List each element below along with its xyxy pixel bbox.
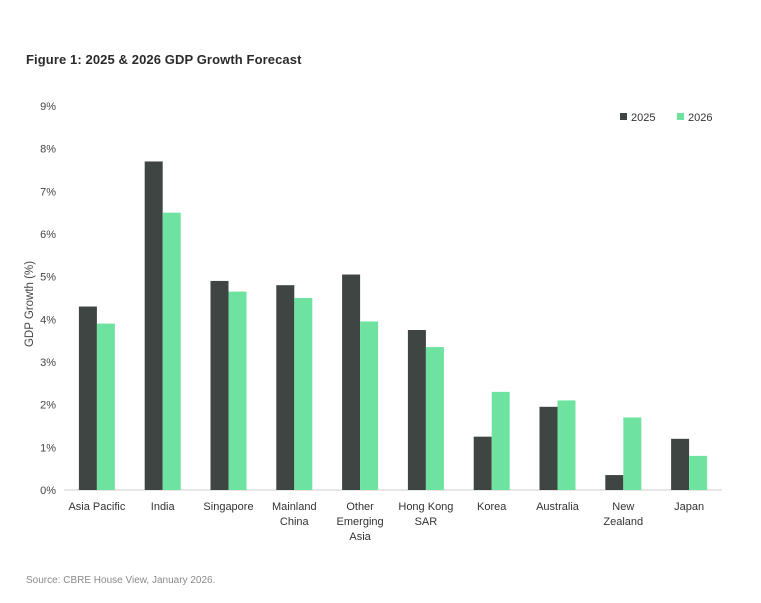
x-category-label: Mainland China (272, 501, 317, 528)
legend-swatch-2025 (620, 113, 627, 120)
y-tick-label: 3% (40, 357, 56, 369)
bar-2026 (623, 417, 642, 490)
x-category-label: Singapore (203, 501, 253, 513)
bar-2025 (605, 475, 624, 490)
bar-2025 (407, 330, 426, 490)
bar-2025 (539, 406, 558, 490)
y-tick-label: 5% (40, 272, 56, 284)
y-tick-label: 7% (40, 186, 56, 198)
x-category-label: New Zealand (603, 501, 643, 528)
legend-swatch-2026 (677, 113, 684, 120)
y-tick-label: 8% (40, 144, 56, 156)
bar-2026 (162, 212, 181, 490)
chart-title: Figure 1: 2025 & 2026 GDP Growth Forecas… (26, 52, 302, 67)
legend-label-2025: 2025 (631, 112, 655, 124)
bar-2026 (425, 347, 444, 490)
bar-2026 (491, 391, 510, 490)
x-category-label: Korea (477, 501, 507, 513)
bar-2025 (210, 280, 229, 490)
x-category-label: Asia Pacific (68, 501, 125, 513)
bar-2026 (689, 455, 708, 490)
x-category-label: Australia (536, 501, 580, 513)
bar-2026 (360, 321, 379, 490)
bar-2026 (96, 323, 115, 490)
bars (78, 161, 708, 490)
bar-2026 (557, 400, 576, 490)
y-tick-label: 2% (40, 400, 56, 412)
bar-2025 (473, 436, 492, 490)
bar-2026 (294, 298, 313, 490)
bar-2025 (78, 306, 97, 490)
y-tick-label: 9% (40, 101, 56, 113)
legend-label-2026: 2026 (688, 112, 712, 124)
y-axis-title: GDP Growth (%) (24, 261, 36, 347)
bar-2025 (276, 285, 295, 490)
bar-2026 (228, 291, 247, 490)
x-axis-labels: Asia Pacific India Singapore Mainland China O… (68, 501, 704, 543)
y-axis: 0% 1% 2% 3% 4% 5% 6% 7% 8% 9% (40, 101, 722, 497)
x-category-label: Hong Kong SAR (398, 501, 453, 528)
x-category-label: India (151, 501, 176, 513)
bar-2025 (342, 274, 361, 490)
y-tick-label: 4% (40, 314, 56, 326)
y-tick-label: 0% (40, 485, 56, 497)
y-tick-label: 6% (40, 229, 56, 241)
bar-2025 (144, 161, 163, 490)
source-note: Source: CBRE House View, January 2026. (26, 575, 216, 586)
bar-2025 (671, 438, 690, 490)
y-tick-label: 1% (40, 442, 56, 454)
legend: 2025 2026 (620, 112, 712, 124)
x-category-label: Japan (674, 501, 704, 513)
x-category-label: Other Emerging Asia (337, 501, 384, 543)
